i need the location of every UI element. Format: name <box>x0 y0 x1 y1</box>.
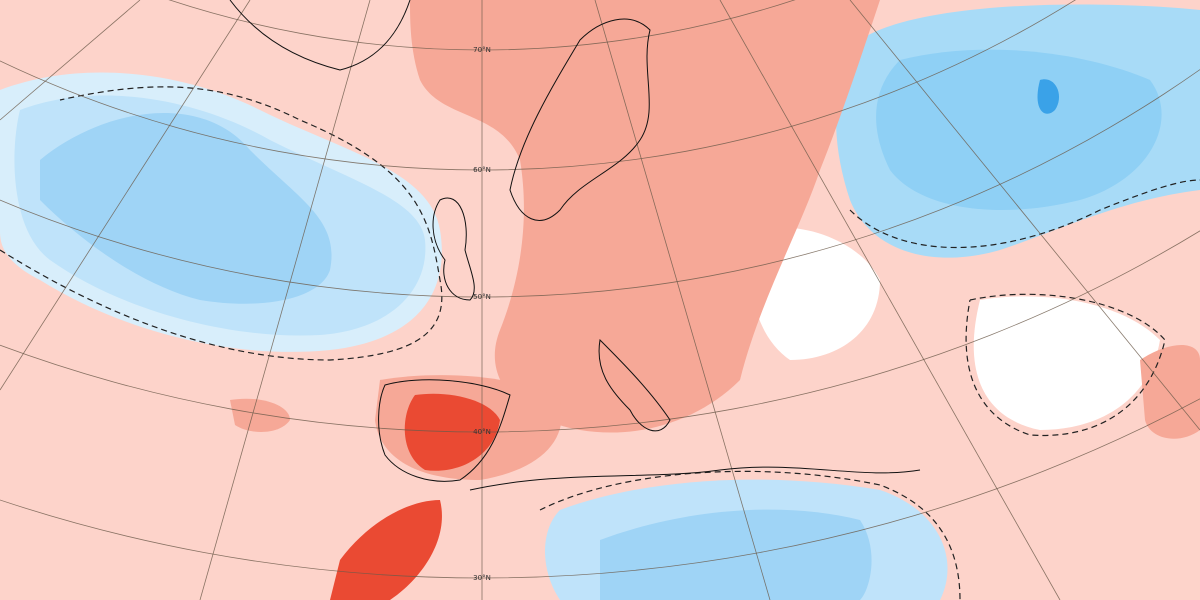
europe-warm <box>410 0 880 433</box>
meridian <box>594 0 771 600</box>
coastlines <box>229 0 921 491</box>
neutral-area <box>751 227 880 360</box>
africa-cold-core <box>600 509 872 600</box>
meridian <box>199 0 371 600</box>
italy-coast <box>598 338 671 432</box>
cold-anomalies <box>0 4 1200 600</box>
contour-line <box>0 86 443 361</box>
meridian <box>719 0 1061 600</box>
warm-anomalies <box>230 0 1200 600</box>
meridian <box>0 0 251 391</box>
greenland-coast <box>229 0 411 71</box>
east-warm <box>1140 345 1200 439</box>
atlantic-cold-core <box>40 112 332 304</box>
africa-coast <box>469 466 921 491</box>
asia-cold-spot <box>1037 79 1060 114</box>
morocco-hot <box>330 500 442 600</box>
asia-cold-core <box>876 49 1162 210</box>
neutral-area <box>973 296 1160 430</box>
atlantic-warm <box>230 398 290 432</box>
latitude-labels: 70°N 60°N 50°N 40°N 30°N <box>473 46 491 582</box>
contour-line <box>965 293 1166 437</box>
zero-contours <box>0 86 1200 600</box>
scandinavia-coast <box>509 18 651 221</box>
meridian <box>0 0 141 121</box>
latitude-label: 70°N <box>473 46 491 54</box>
latitude-label: 30°N <box>473 574 491 582</box>
contour-line <box>849 179 1200 248</box>
meridian <box>849 0 1200 431</box>
iberia-hot <box>404 393 500 471</box>
latitude-label: 60°N <box>473 166 491 174</box>
iberia-coast <box>378 379 511 482</box>
latitude-label: 50°N <box>473 293 491 301</box>
latitude-label: 40°N <box>473 428 491 436</box>
britain-coast <box>432 197 475 301</box>
